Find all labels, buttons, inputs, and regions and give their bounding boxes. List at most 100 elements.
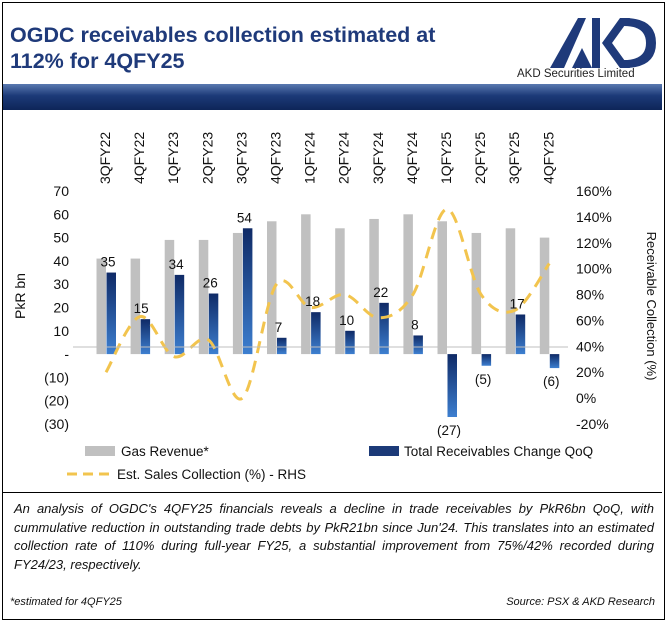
bar-gas-revenue (403, 214, 413, 355)
data-label: 18 (305, 294, 320, 309)
category-label: 3QFY22 (97, 132, 113, 184)
legend-swatch-receivables (369, 446, 399, 456)
category-label: 3QFY25 (506, 132, 522, 184)
bar-gas-revenue (198, 239, 209, 355)
akd-logo-mark (550, 18, 656, 68)
data-label: 7 (275, 320, 283, 335)
right-tick-label: 100% (576, 261, 612, 277)
data-label: 22 (373, 285, 388, 300)
right-tick-label: 60% (576, 312, 604, 328)
data-label: 10 (339, 313, 354, 328)
footnote: *estimated for 4QFY25 (10, 596, 122, 608)
collection-line (104, 207, 551, 401)
bar-receivables-change (242, 228, 253, 355)
legend-label-receivables: Total Receivables Change QoQ (404, 444, 593, 459)
data-label: 35 (100, 255, 115, 270)
legend-swatch-gas-revenue (85, 446, 115, 456)
data-label: 54 (237, 210, 253, 225)
right-tick-label: -20% (576, 416, 609, 432)
bar-receivables-change (106, 272, 116, 355)
data-label: (27) (437, 423, 461, 438)
bar-gas-revenue (539, 237, 550, 355)
category-label: 1QFY24 (302, 132, 318, 184)
bar-receivables-change (515, 314, 526, 355)
bar-receivables-change (379, 302, 389, 355)
category-label: 4QFY22 (131, 132, 147, 184)
bar-receivables-change (140, 319, 151, 355)
header-band (3, 84, 662, 110)
left-tick-label: 10 (53, 323, 69, 339)
right-tick-label: 120% (576, 235, 612, 251)
bar-receivables-change (549, 354, 560, 369)
chart: 3QFY22 4QFY22 1QFY23 2QFY23 3QFY23 4QFY23 1QFY… (12, 132, 659, 482)
category-label: 4QFY24 (404, 132, 420, 184)
right-axis: 160% 140% 120% 100% 80% 60% 40% 20% 0% -20% (576, 183, 612, 432)
left-tick-label: (20) (44, 393, 69, 409)
caption-text: An analysis of OGDC's 4QFY25 financials … (14, 501, 654, 572)
data-labels: 35 15 34 26 54 7 18 10 22 8 (27) (5) 17 (6) (100, 210, 559, 438)
legend-label-gas-revenue: Gas Revenue* (121, 444, 210, 459)
category-label: 4QFY25 (540, 132, 556, 184)
bar-gas-revenue (267, 221, 277, 355)
right-tick-label: 140% (576, 209, 612, 225)
bar-gas-revenue (505, 228, 516, 355)
bar-receivables-change (413, 335, 423, 355)
bar-gas-revenue (437, 221, 447, 355)
data-label: 34 (169, 257, 185, 272)
left-tick-label: 20 (53, 300, 69, 316)
category-label: 2QFY23 (199, 132, 215, 184)
bars (96, 214, 560, 418)
right-tick-label: 0% (576, 390, 596, 406)
bar-receivables-change (311, 312, 321, 355)
right-tick-label: 20% (576, 364, 604, 380)
bar-gas-revenue (301, 214, 311, 355)
right-tick-label: 160% (576, 183, 612, 199)
bar-gas-revenue (96, 258, 106, 355)
category-label: 2QFY24 (336, 132, 352, 184)
left-tick-label: (30) (44, 416, 69, 432)
category-label: 3QFY24 (370, 132, 386, 184)
source-note: Source: PSX & AKD Research (506, 596, 655, 608)
bar-gas-revenue (130, 258, 141, 355)
bar-receivables-change (208, 293, 219, 355)
left-tick-label: 60 (53, 206, 69, 222)
akd-logo (550, 18, 656, 68)
logo-text: AKD Securities Limited (517, 68, 635, 80)
bar-gas-revenue (232, 232, 243, 355)
left-tick-label: 30 (53, 276, 69, 292)
category-label: 2QFY25 (472, 132, 488, 184)
left-tick-label: (10) (44, 369, 69, 385)
category-label: 3QFY23 (233, 132, 249, 184)
data-label: (6) (543, 374, 560, 389)
left-tick-label: - (64, 346, 69, 362)
data-label: 15 (134, 301, 149, 316)
data-label: 8 (411, 317, 419, 332)
data-label: (5) (475, 372, 492, 387)
category-labels: 3QFY22 4QFY22 1QFY23 2QFY23 3QFY23 4QFY23 1QFY… (97, 132, 556, 184)
left-axis-title: PkR bn (12, 273, 28, 319)
right-tick-label: 80% (576, 287, 604, 303)
bar-gas-revenue (164, 239, 175, 355)
page-title: OGDC receivables collection estimated at… (10, 23, 436, 73)
right-tick-label: 40% (576, 338, 604, 354)
category-label: 4QFY23 (268, 132, 284, 184)
bar-gas-revenue (471, 232, 482, 355)
right-axis-title: Receivable Collection (%) (644, 232, 659, 381)
left-axis: 70 60 50 40 30 20 10 - (10) (20) (30) (44, 183, 69, 432)
bar-gas-revenue (369, 218, 379, 355)
legend: Gas Revenue* Total Receivables Change Qo… (67, 444, 593, 482)
left-tick-label: 50 (53, 230, 69, 246)
left-tick-label: 70 (53, 183, 69, 199)
bar-receivables-change (174, 274, 185, 355)
bar-receivables-change (345, 330, 355, 355)
bar-receivables-change (277, 337, 287, 355)
bar-receivables-change (447, 354, 457, 418)
legend-label-collection: Est. Sales Collection (%) - RHS (117, 467, 306, 482)
left-tick-label: 40 (53, 253, 69, 269)
data-label: 17 (510, 296, 525, 311)
category-label: 1QFY25 (438, 132, 454, 184)
bar-gas-revenue (335, 228, 345, 355)
data-label: 26 (203, 276, 218, 291)
bar-receivables-change (481, 354, 492, 366)
category-label: 1QFY23 (165, 132, 181, 184)
